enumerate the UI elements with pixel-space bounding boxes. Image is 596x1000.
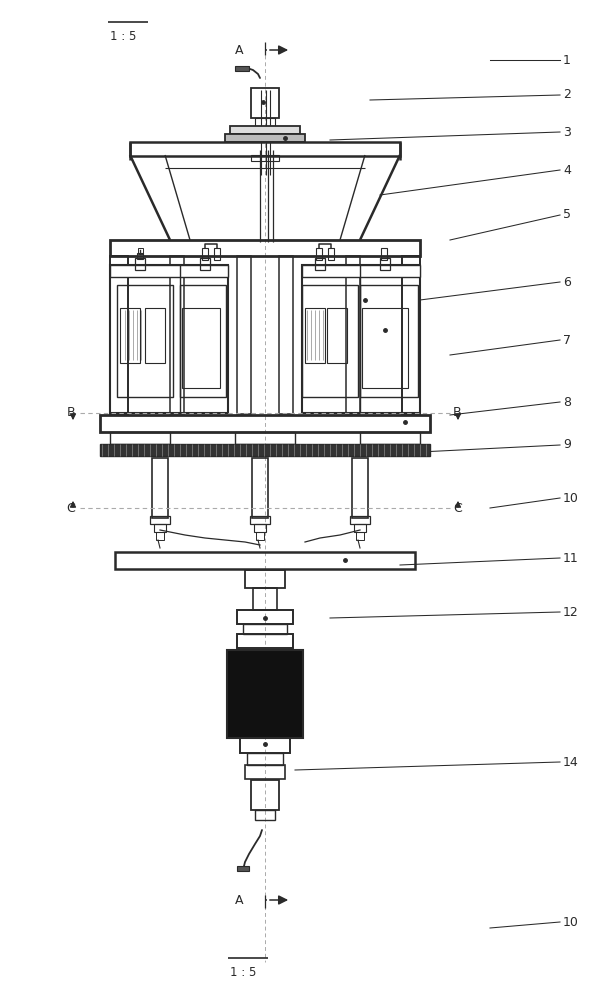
Text: 5: 5 [563, 209, 571, 222]
Bar [245, 570, 285, 588]
Bar [251, 155, 279, 161]
Bar [380, 258, 390, 270]
Bar [402, 256, 420, 414]
Text: 12: 12 [563, 605, 579, 618]
Bar [110, 256, 128, 414]
Text: 3: 3 [563, 125, 571, 138]
Text: B: B [453, 406, 462, 420]
Text: 1: 1 [563, 53, 571, 66]
Bar [137, 253, 143, 259]
Bar [356, 532, 364, 540]
Bar [316, 248, 322, 260]
Bar [110, 240, 420, 256]
Bar [202, 248, 208, 260]
Bar [302, 265, 420, 277]
Bar [247, 753, 283, 765]
Bar [237, 256, 251, 414]
Bar [156, 532, 164, 540]
Bar [237, 610, 293, 624]
Bar [145, 308, 165, 363]
Bar [252, 458, 268, 518]
Text: 6: 6 [563, 275, 571, 288]
Text: 10: 10 [563, 916, 579, 928]
Bar [315, 258, 325, 270]
Bar [253, 588, 277, 610]
Bar [279, 256, 293, 414]
Bar [360, 285, 418, 397]
Bar [182, 308, 220, 388]
Bar [381, 248, 387, 260]
Bar [117, 285, 173, 397]
Bar [251, 88, 279, 118]
Text: A: A [234, 43, 243, 56]
Bar [352, 458, 368, 518]
Bar [254, 524, 266, 532]
Bar [255, 810, 275, 820]
Bar [180, 285, 226, 397]
Text: A: A [234, 894, 243, 906]
Bar [130, 142, 400, 156]
Text: 1 : 5: 1 : 5 [110, 30, 136, 43]
Bar [200, 258, 210, 270]
Bar [327, 308, 347, 363]
Bar [354, 524, 366, 532]
Bar [360, 432, 420, 444]
Bar [100, 415, 430, 432]
Text: 2: 2 [563, 89, 571, 102]
Bar [230, 126, 300, 134]
Bar [110, 265, 228, 277]
Bar [235, 432, 295, 444]
Bar [100, 444, 430, 456]
Bar [362, 308, 408, 388]
Text: 8: 8 [563, 395, 571, 408]
Bar [240, 738, 290, 753]
Bar [115, 552, 415, 569]
Text: 10: 10 [563, 491, 579, 504]
Bar [346, 256, 360, 414]
Text: 14: 14 [563, 756, 579, 768]
Bar [237, 634, 293, 648]
Bar [110, 265, 228, 413]
Text: 7: 7 [563, 334, 571, 347]
Bar [255, 118, 275, 126]
Text: 1 : 5: 1 : 5 [230, 966, 256, 979]
Bar [152, 458, 168, 518]
Text: 9: 9 [563, 438, 571, 452]
Text: 11: 11 [563, 552, 579, 564]
Bar [225, 134, 305, 142]
Text: 4: 4 [563, 163, 571, 176]
Bar [245, 765, 285, 779]
Bar [235, 66, 249, 71]
Bar [227, 650, 303, 738]
Text: C: C [66, 502, 75, 514]
Bar [135, 258, 145, 270]
Bar [237, 866, 249, 871]
Text: C: C [453, 502, 462, 514]
Bar [154, 524, 166, 532]
Bar [150, 516, 170, 524]
Bar [328, 248, 334, 260]
Bar [243, 624, 287, 634]
Text: B: B [66, 406, 75, 420]
Bar [250, 516, 270, 524]
Bar [138, 248, 143, 254]
Bar [305, 308, 325, 363]
Bar [120, 308, 140, 363]
Bar [302, 265, 420, 413]
Bar [302, 285, 358, 397]
Bar [110, 432, 170, 444]
Bar [251, 780, 279, 810]
Bar [214, 248, 220, 260]
Bar [350, 516, 370, 524]
Bar [170, 256, 184, 414]
Bar [256, 532, 264, 540]
